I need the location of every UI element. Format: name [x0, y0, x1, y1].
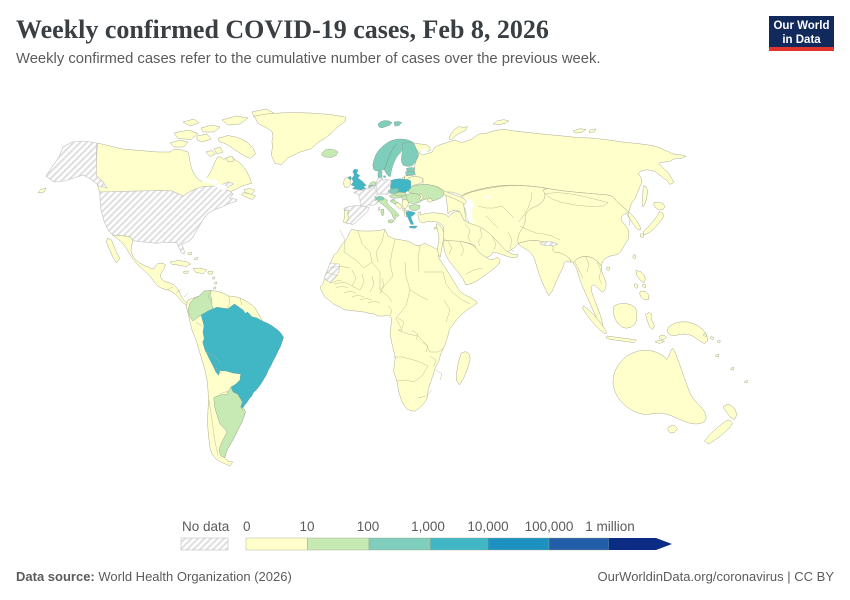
svg-text:1 million: 1 million [585, 519, 635, 534]
svg-text:No data: No data [182, 519, 230, 534]
svg-text:0: 0 [243, 519, 251, 534]
svg-text:10,000: 10,000 [467, 519, 508, 534]
svg-text:10: 10 [299, 519, 314, 534]
svg-text:1,000: 1,000 [411, 519, 445, 534]
svg-text:100,000: 100,000 [525, 519, 574, 534]
svg-text:100: 100 [357, 519, 380, 534]
